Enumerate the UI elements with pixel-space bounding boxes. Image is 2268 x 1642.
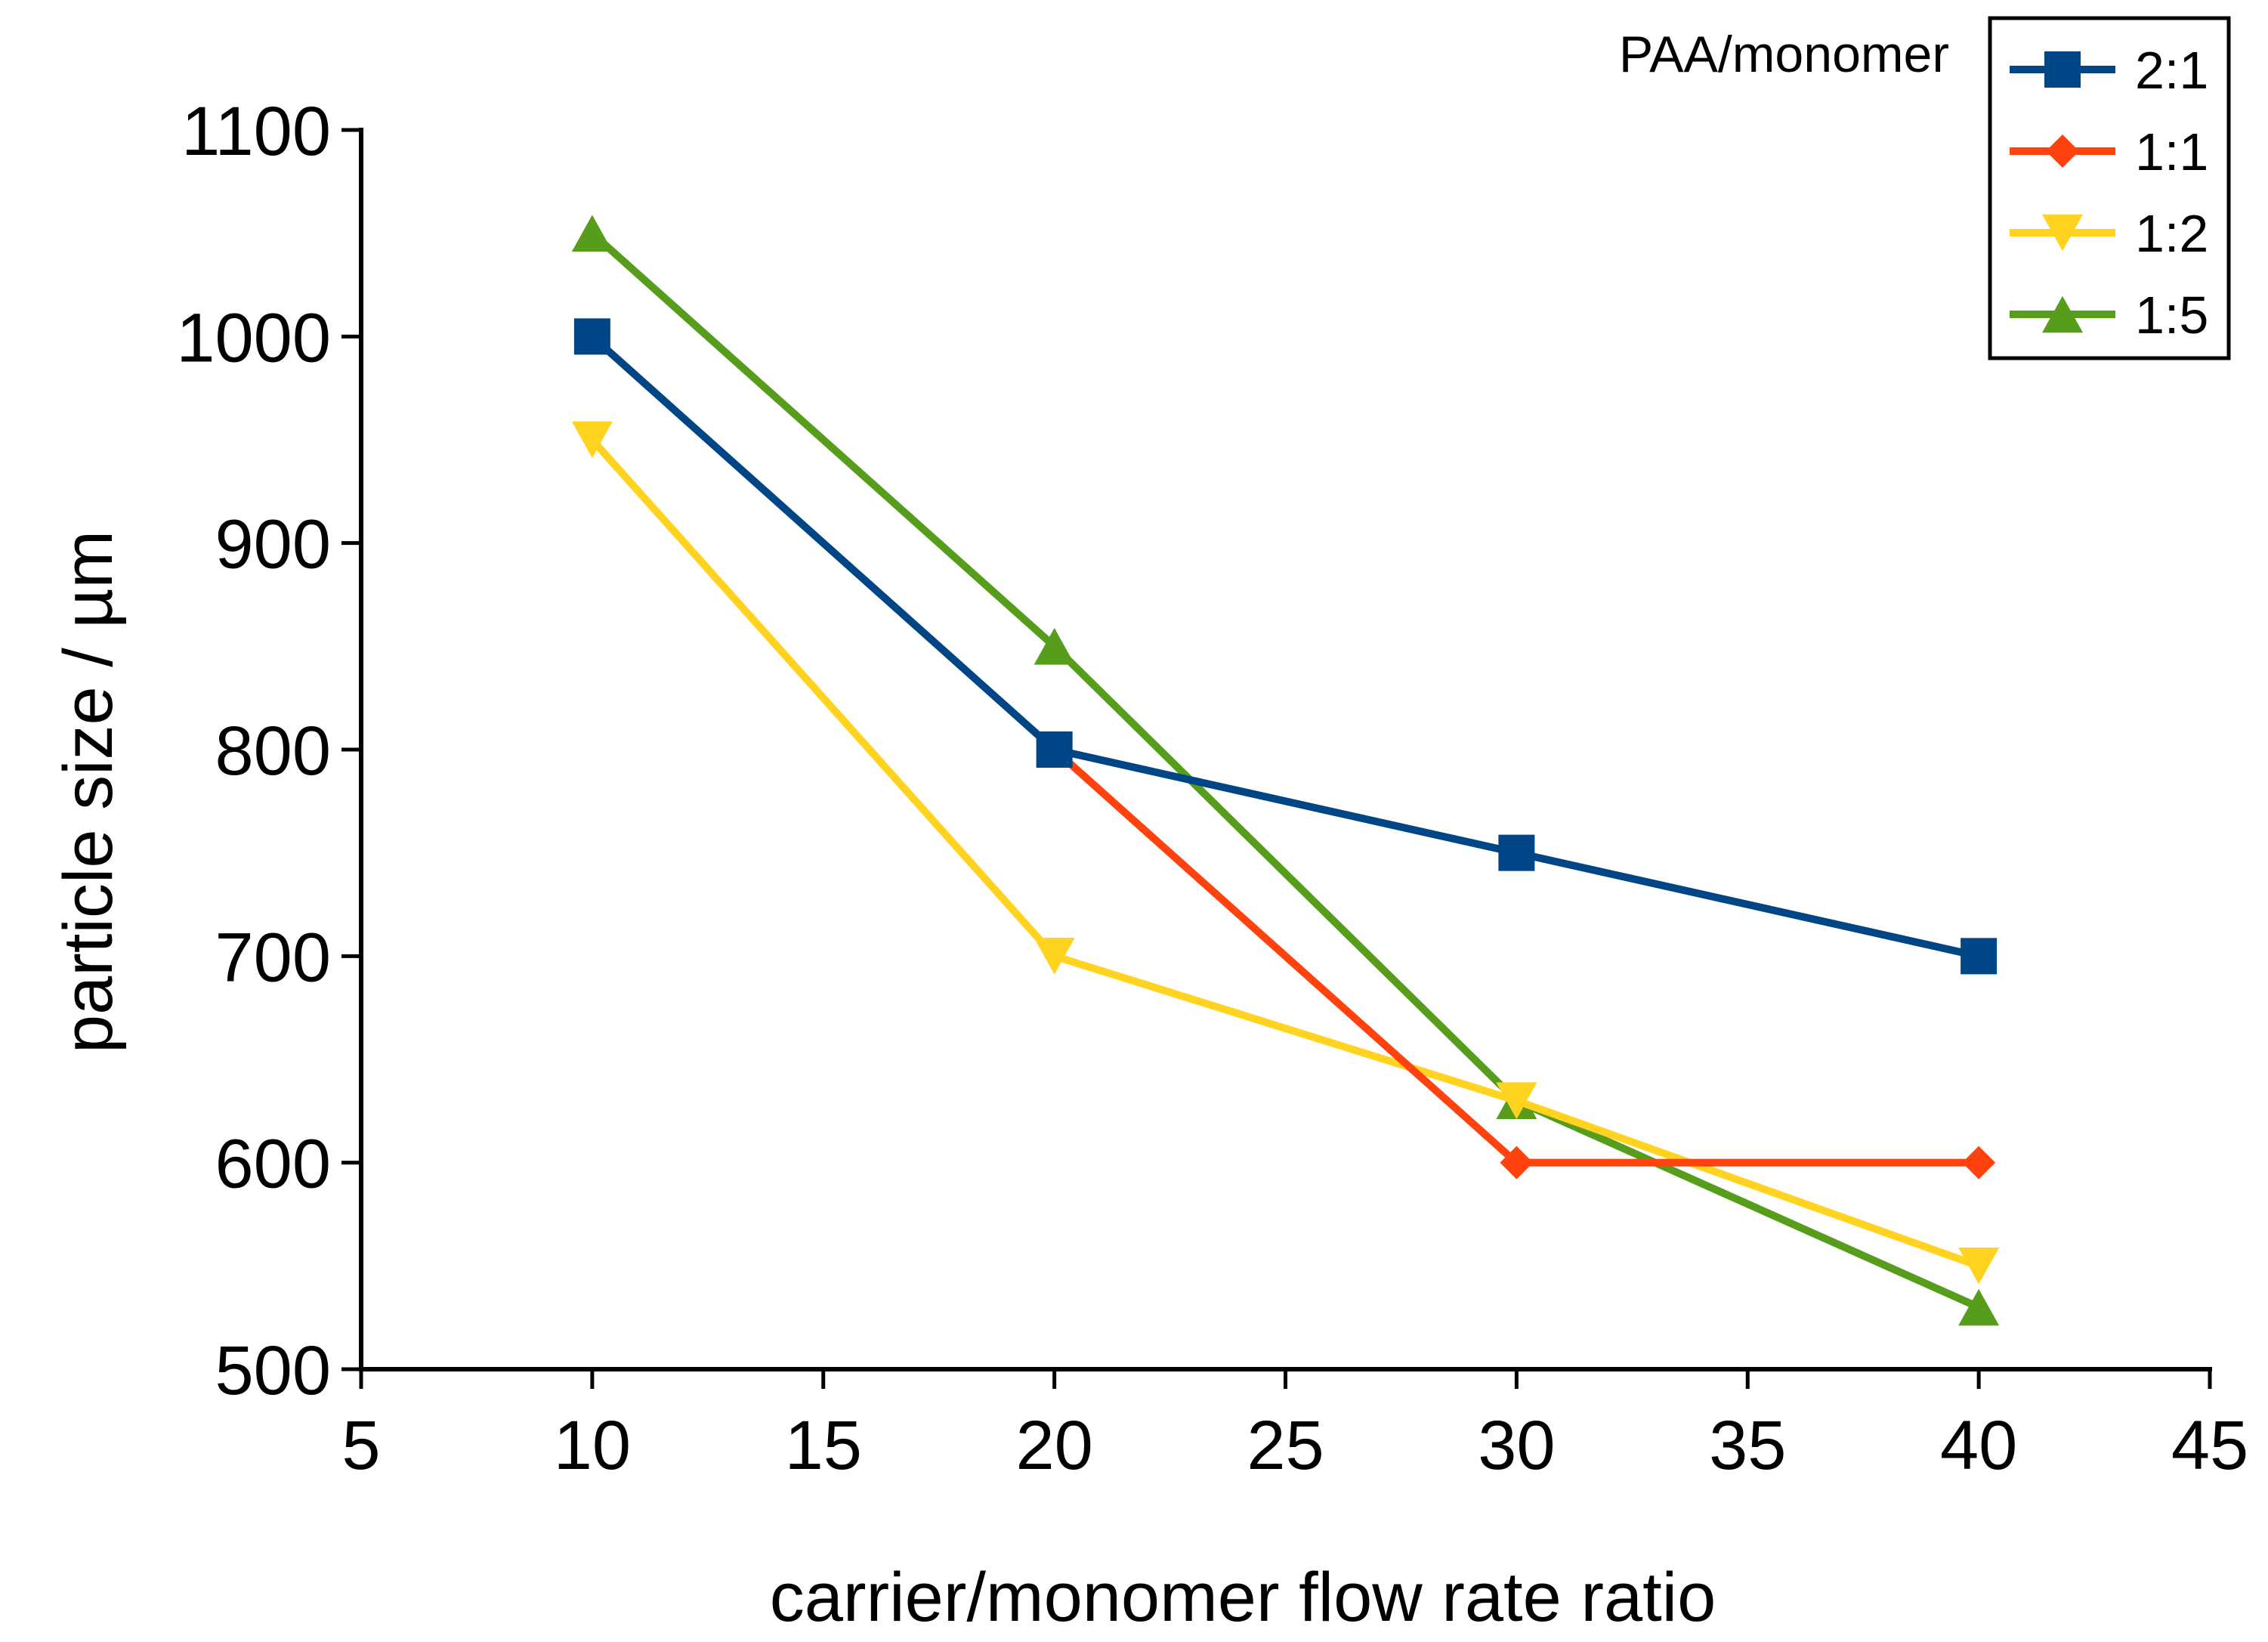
x-axis-title: carrier/monomer flow rate ratio (770, 1559, 1716, 1636)
legend-label: 1:1 (2135, 122, 2208, 181)
data-point (1034, 628, 1075, 665)
legend-item-2-1: 2:1 (2010, 41, 2208, 100)
y-tick-label: 900 (215, 506, 332, 583)
data-point (571, 421, 613, 459)
y-tick-label: 800 (215, 713, 332, 790)
x-tick-label: 20 (1015, 1407, 1092, 1484)
data-point (1961, 938, 1998, 975)
y-tick-label: 600 (215, 1126, 332, 1203)
axes: 5 10 15 20 25 30 35 40 45 500 600 700 800 900 1000 1100 (176, 93, 2248, 1484)
legend-box (1988, 16, 2231, 360)
x-tick-label: 5 (341, 1407, 380, 1484)
data-point (1962, 1146, 1996, 1180)
x-tick-label: 35 (1709, 1407, 1786, 1484)
y-tick-label: 1000 (176, 299, 331, 376)
series-1-2 (571, 421, 2000, 1285)
data-point (1500, 1146, 1534, 1180)
legend-item-1-2: 1:2 (2010, 204, 2208, 263)
series-layer (571, 215, 2000, 1326)
legend: PAA/monomer 2:1 1:1 1:2 1:5 (1619, 16, 2231, 360)
data-point (571, 215, 613, 252)
data-point (1498, 834, 1535, 871)
series-line (589, 230, 1981, 1311)
legend-swatch-marker (2042, 295, 2083, 333)
y-tick-label: 500 (215, 1332, 332, 1409)
x-tick-label: 40 (1940, 1407, 2017, 1484)
data-point (1958, 1248, 2000, 1285)
legend-label: 1:5 (2135, 286, 2208, 345)
y-tick-label: 700 (215, 919, 332, 996)
legend-swatch-marker (2046, 135, 2079, 168)
legend-label: 1:2 (2135, 204, 2208, 263)
data-point (1036, 731, 1073, 768)
legend-swatch-marker (2042, 214, 2083, 252)
x-tick-label: 10 (554, 1407, 631, 1484)
y-axis-title: particle size / µm (50, 530, 127, 1053)
legend-item-1-5: 1:5 (2010, 286, 2208, 345)
x-tick-label: 45 (2171, 1407, 2248, 1484)
data-point (573, 318, 610, 355)
y-tick-label: 1100 (181, 93, 331, 170)
series-line (589, 437, 1980, 1270)
data-point (1496, 1082, 1537, 1119)
legend-item-1-1: 1:1 (2010, 122, 2208, 181)
series-2-1 (573, 318, 1998, 975)
legend-title: PAA/monomer (1619, 26, 1949, 83)
data-point (1958, 1288, 2000, 1326)
x-tick-label: 25 (1247, 1407, 1324, 1484)
data-point (1034, 938, 1075, 975)
x-tick-label: 30 (1478, 1407, 1555, 1484)
legend-label: 2:1 (2135, 41, 2208, 100)
legend-swatch-marker (2044, 51, 2081, 88)
legend-items: 2:1 1:1 1:2 1:5 (2010, 41, 2208, 345)
x-tick-label: 15 (785, 1407, 862, 1484)
series-line (589, 333, 1980, 960)
